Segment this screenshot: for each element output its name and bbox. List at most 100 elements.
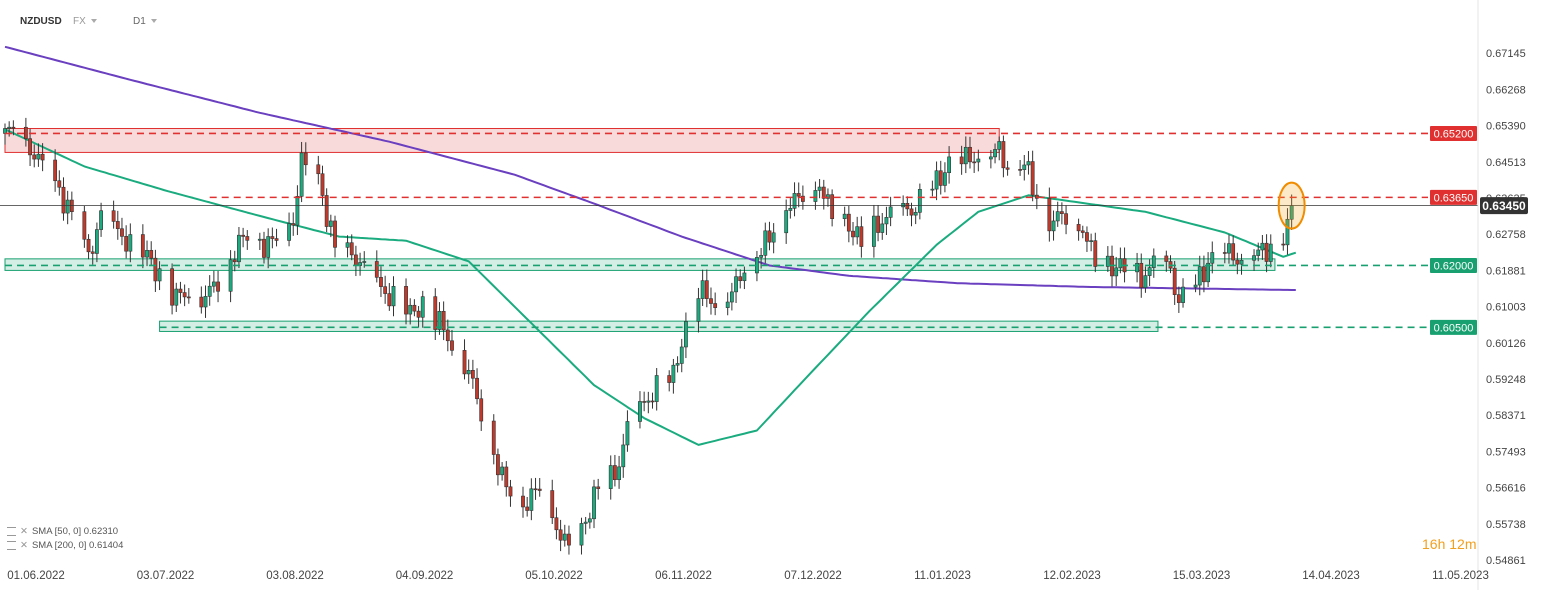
candle-body <box>1051 220 1056 232</box>
candle-body <box>821 186 826 199</box>
market-type-dropdown[interactable]: FX <box>73 16 97 27</box>
candle-body <box>917 189 922 213</box>
candle-body <box>579 523 584 546</box>
legend-sma-50[interactable]: ✕ SMA [50, 0] 0.62310 <box>7 526 118 537</box>
candle-body <box>57 180 62 188</box>
candle-body <box>61 186 66 214</box>
candle-body <box>759 255 764 258</box>
zone-1 <box>4 258 1276 271</box>
time-tick-label: 11.05.2023 <box>1432 570 1489 582</box>
time-tick-label: 04.09.2022 <box>396 570 454 582</box>
time-tick-label: 03.08.2022 <box>266 570 324 582</box>
candle-body <box>1268 243 1273 262</box>
candle-body <box>475 377 479 400</box>
candle-body <box>613 465 617 481</box>
candle-body <box>328 220 333 227</box>
candle-body <box>1030 161 1035 196</box>
candle-body <box>938 170 943 186</box>
candle-body <box>521 495 525 508</box>
candle-body <box>170 268 174 306</box>
candle-body <box>943 172 947 186</box>
legend-sma-params: [50, 0] <box>54 526 82 537</box>
time-tick-label: 03.07.2022 <box>137 570 195 582</box>
chevron-down-icon <box>90 19 97 24</box>
candle-body <box>976 158 981 163</box>
candle-body <box>876 215 880 233</box>
candle-body <box>95 229 99 254</box>
candle-body <box>654 375 659 402</box>
candle-body <box>930 188 935 191</box>
candle-body <box>1256 249 1261 256</box>
settings-icon[interactable] <box>7 540 16 550</box>
level-label-box <box>1430 319 1477 335</box>
candle-body <box>846 213 851 232</box>
candle-body <box>404 286 408 315</box>
candle-body <box>23 126 28 139</box>
symbol-label[interactable]: NZDUSD <box>20 16 62 27</box>
candle-body <box>972 161 977 164</box>
time-tick-label: 15.03.2023 <box>1173 570 1231 582</box>
highlight-ellipse <box>1277 181 1306 230</box>
legend-sma-label: SMA <box>31 540 53 551</box>
candle-body <box>1143 275 1148 288</box>
price-axis[interactable]: 0.671450.662680.653900.645130.636350.627… <box>1477 0 1526 590</box>
level-label-text: 0.63650 <box>1434 192 1474 204</box>
close-icon[interactable]: ✕ <box>20 526 28 537</box>
candle-body <box>420 296 425 318</box>
candle-body <box>888 206 893 218</box>
candle-body <box>884 217 889 225</box>
close-icon[interactable]: ✕ <box>20 540 28 551</box>
candle-body <box>1222 252 1227 254</box>
candle-body <box>374 261 379 278</box>
candle-body <box>383 286 388 294</box>
candle-body <box>1235 259 1240 265</box>
candle-body <box>1202 266 1206 283</box>
candle-body <box>537 488 542 491</box>
candle-body <box>262 238 266 258</box>
candle-body <box>592 486 596 520</box>
candle-body <box>554 517 559 531</box>
candle-body <box>128 234 133 252</box>
candle-body <box>241 234 246 237</box>
candle-body <box>1206 262 1210 283</box>
legend-sma-200[interactable]: ✕ SMA [200, 0] 0.61404 <box>7 540 123 551</box>
candle-body <box>216 281 220 292</box>
candle-body <box>124 236 129 252</box>
candle-body <box>149 250 154 259</box>
price-tick-label: 0.62758 <box>1486 229 1526 241</box>
candle-body <box>354 254 358 266</box>
current-price-text: 0.63450 <box>1482 199 1526 213</box>
candle-body <box>997 141 1002 150</box>
candle-body <box>496 454 500 476</box>
candle-body <box>120 228 124 237</box>
candle-body <box>324 195 329 227</box>
time-axis[interactable]: 01.06.2022 03.07.2022 03.08.2022 04.09.2022… <box>7 570 1489 582</box>
candle-body <box>86 238 91 253</box>
candle-body <box>567 533 571 546</box>
candle-body <box>1135 262 1139 273</box>
timeframe-dropdown[interactable]: D1 <box>133 16 157 27</box>
candle-body <box>1018 169 1023 171</box>
sma-layer <box>4 45 1297 446</box>
candle-body <box>826 194 830 199</box>
time-tick-label: 01.06.2022 <box>7 570 65 582</box>
candle-body <box>1001 141 1006 169</box>
candle-body <box>913 212 918 216</box>
countdown-minutes: 12 <box>1449 536 1465 552</box>
candle-body <box>28 138 32 156</box>
candle-body <box>583 521 588 524</box>
candle-body <box>508 486 513 497</box>
candle-body <box>763 230 768 256</box>
candle-body <box>295 196 300 226</box>
timeframe-label: D1 <box>133 16 146 27</box>
settings-icon[interactable] <box>7 526 16 536</box>
candle-body <box>1197 266 1202 286</box>
candle-body <box>90 251 95 254</box>
candle-body <box>287 223 291 241</box>
candle-body <box>963 146 968 165</box>
candle-body <box>1172 267 1177 295</box>
candle-body <box>111 210 116 222</box>
candle-body <box>558 529 563 541</box>
candle-body <box>207 285 212 297</box>
